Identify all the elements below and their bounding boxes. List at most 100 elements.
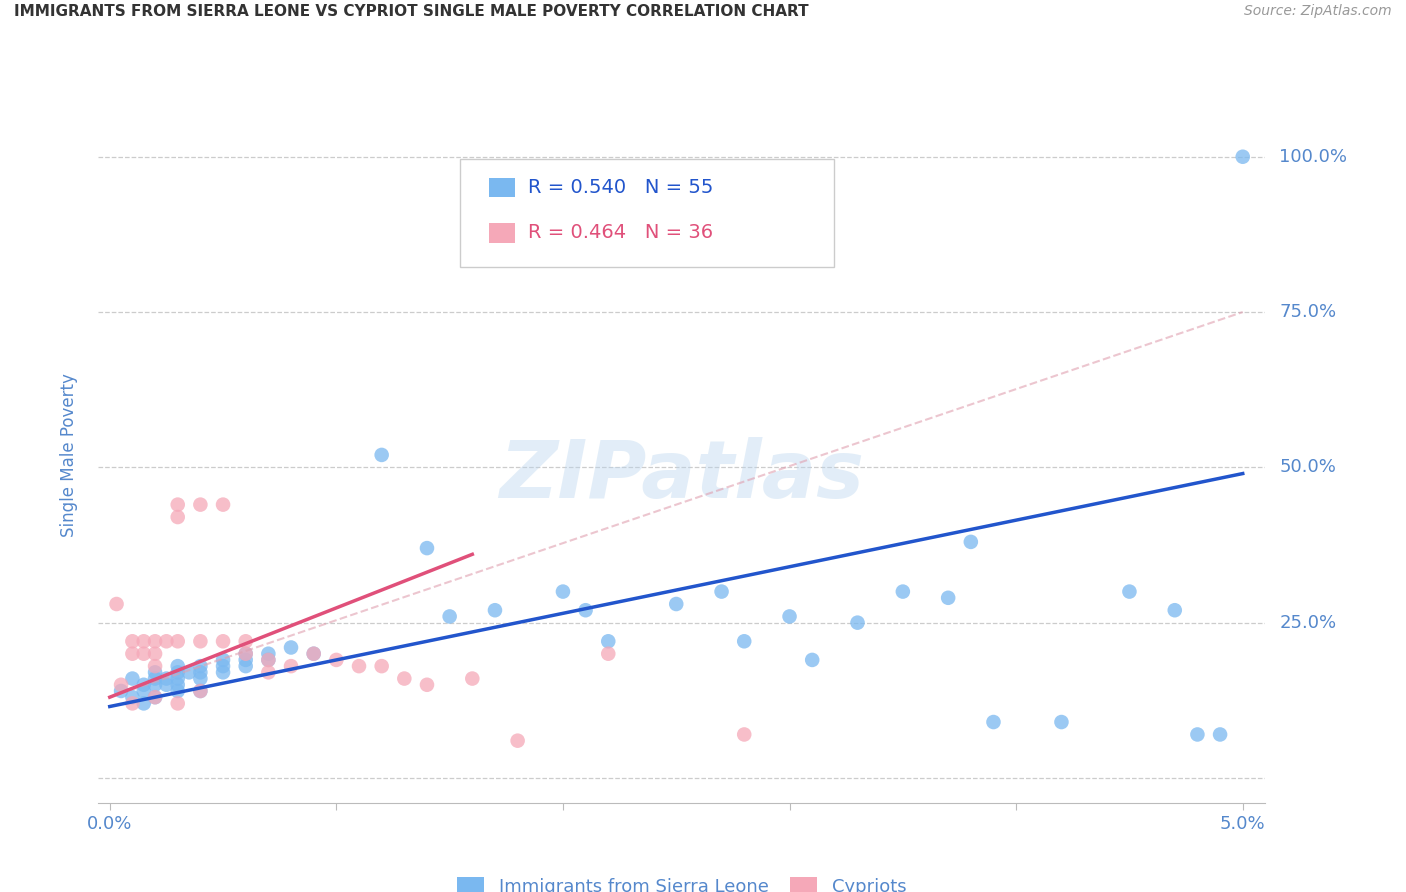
Point xyxy=(166,510,188,524)
Point xyxy=(370,448,392,462)
Point xyxy=(190,684,212,698)
Point xyxy=(132,634,155,648)
Point xyxy=(1164,603,1187,617)
Point xyxy=(143,690,166,705)
Point xyxy=(190,684,212,698)
Point xyxy=(212,659,235,673)
Point xyxy=(166,678,188,692)
Point xyxy=(166,634,188,648)
FancyBboxPatch shape xyxy=(489,223,515,243)
Point xyxy=(143,647,166,661)
Point xyxy=(212,665,235,680)
Point xyxy=(132,697,155,711)
Point xyxy=(506,733,529,747)
Point xyxy=(166,697,188,711)
Point xyxy=(598,647,620,661)
Text: Source: ZipAtlas.com: Source: ZipAtlas.com xyxy=(1244,4,1392,19)
Point xyxy=(212,653,235,667)
Point xyxy=(132,684,155,698)
Point xyxy=(461,672,484,686)
Point xyxy=(166,672,188,686)
Point xyxy=(1232,150,1254,164)
Point xyxy=(257,665,280,680)
Point xyxy=(733,727,755,741)
Point xyxy=(190,498,212,512)
Point xyxy=(121,690,143,705)
Point xyxy=(110,678,132,692)
Point xyxy=(370,659,392,673)
Point xyxy=(891,584,914,599)
Text: 50.0%: 50.0% xyxy=(1279,458,1336,476)
Point xyxy=(257,647,280,661)
Point xyxy=(575,603,598,617)
Point xyxy=(143,665,166,680)
Point xyxy=(235,634,257,648)
Point xyxy=(1209,727,1232,741)
Point xyxy=(190,672,212,686)
Point xyxy=(132,647,155,661)
Text: R = 0.540   N = 55: R = 0.540 N = 55 xyxy=(527,178,713,196)
Point xyxy=(394,672,416,686)
Point xyxy=(936,591,959,605)
Point xyxy=(665,597,688,611)
Point xyxy=(235,647,257,661)
Point xyxy=(302,647,325,661)
Point xyxy=(166,684,188,698)
Point xyxy=(105,597,128,611)
Point xyxy=(190,665,212,680)
Text: 75.0%: 75.0% xyxy=(1279,303,1337,321)
Text: 25.0%: 25.0% xyxy=(1279,614,1337,632)
Point xyxy=(484,603,506,617)
Point xyxy=(779,609,801,624)
Point xyxy=(302,647,325,661)
Point xyxy=(257,653,280,667)
FancyBboxPatch shape xyxy=(460,159,834,267)
Text: R = 0.464   N = 36: R = 0.464 N = 36 xyxy=(527,223,713,242)
Point xyxy=(166,659,188,673)
Point xyxy=(143,672,166,686)
Point xyxy=(143,659,166,673)
Point xyxy=(212,634,235,648)
Point xyxy=(121,647,143,661)
Text: ZIPatlas: ZIPatlas xyxy=(499,437,865,515)
Point xyxy=(110,684,132,698)
Point xyxy=(1118,584,1140,599)
Legend: Immigrants from Sierra Leone, Cypriots: Immigrants from Sierra Leone, Cypriots xyxy=(449,868,915,892)
Point xyxy=(710,584,733,599)
Point xyxy=(439,609,461,624)
Point xyxy=(190,634,212,648)
Point xyxy=(155,634,177,648)
Point xyxy=(212,498,235,512)
Point xyxy=(166,498,188,512)
Point xyxy=(235,659,257,673)
Point xyxy=(416,541,439,555)
Text: 100.0%: 100.0% xyxy=(1279,148,1347,166)
FancyBboxPatch shape xyxy=(489,178,515,197)
Point xyxy=(801,653,824,667)
Point xyxy=(347,659,370,673)
Point xyxy=(143,634,166,648)
Point xyxy=(983,714,1005,729)
Point xyxy=(280,640,302,655)
Point xyxy=(121,672,143,686)
Point xyxy=(121,634,143,648)
Point xyxy=(166,665,188,680)
Point xyxy=(325,653,347,667)
Point xyxy=(132,678,155,692)
Point xyxy=(959,534,981,549)
Point xyxy=(235,653,257,667)
Point xyxy=(177,665,200,680)
Point xyxy=(1050,714,1073,729)
Point xyxy=(155,672,177,686)
Point xyxy=(551,584,574,599)
Point xyxy=(598,634,620,648)
Point xyxy=(846,615,869,630)
Point xyxy=(416,678,439,692)
Point xyxy=(121,697,143,711)
Point xyxy=(143,678,166,692)
Point xyxy=(155,678,177,692)
Point xyxy=(143,690,166,705)
Point xyxy=(235,647,257,661)
Point xyxy=(1187,727,1209,741)
Y-axis label: Single Male Poverty: Single Male Poverty xyxy=(59,373,77,537)
